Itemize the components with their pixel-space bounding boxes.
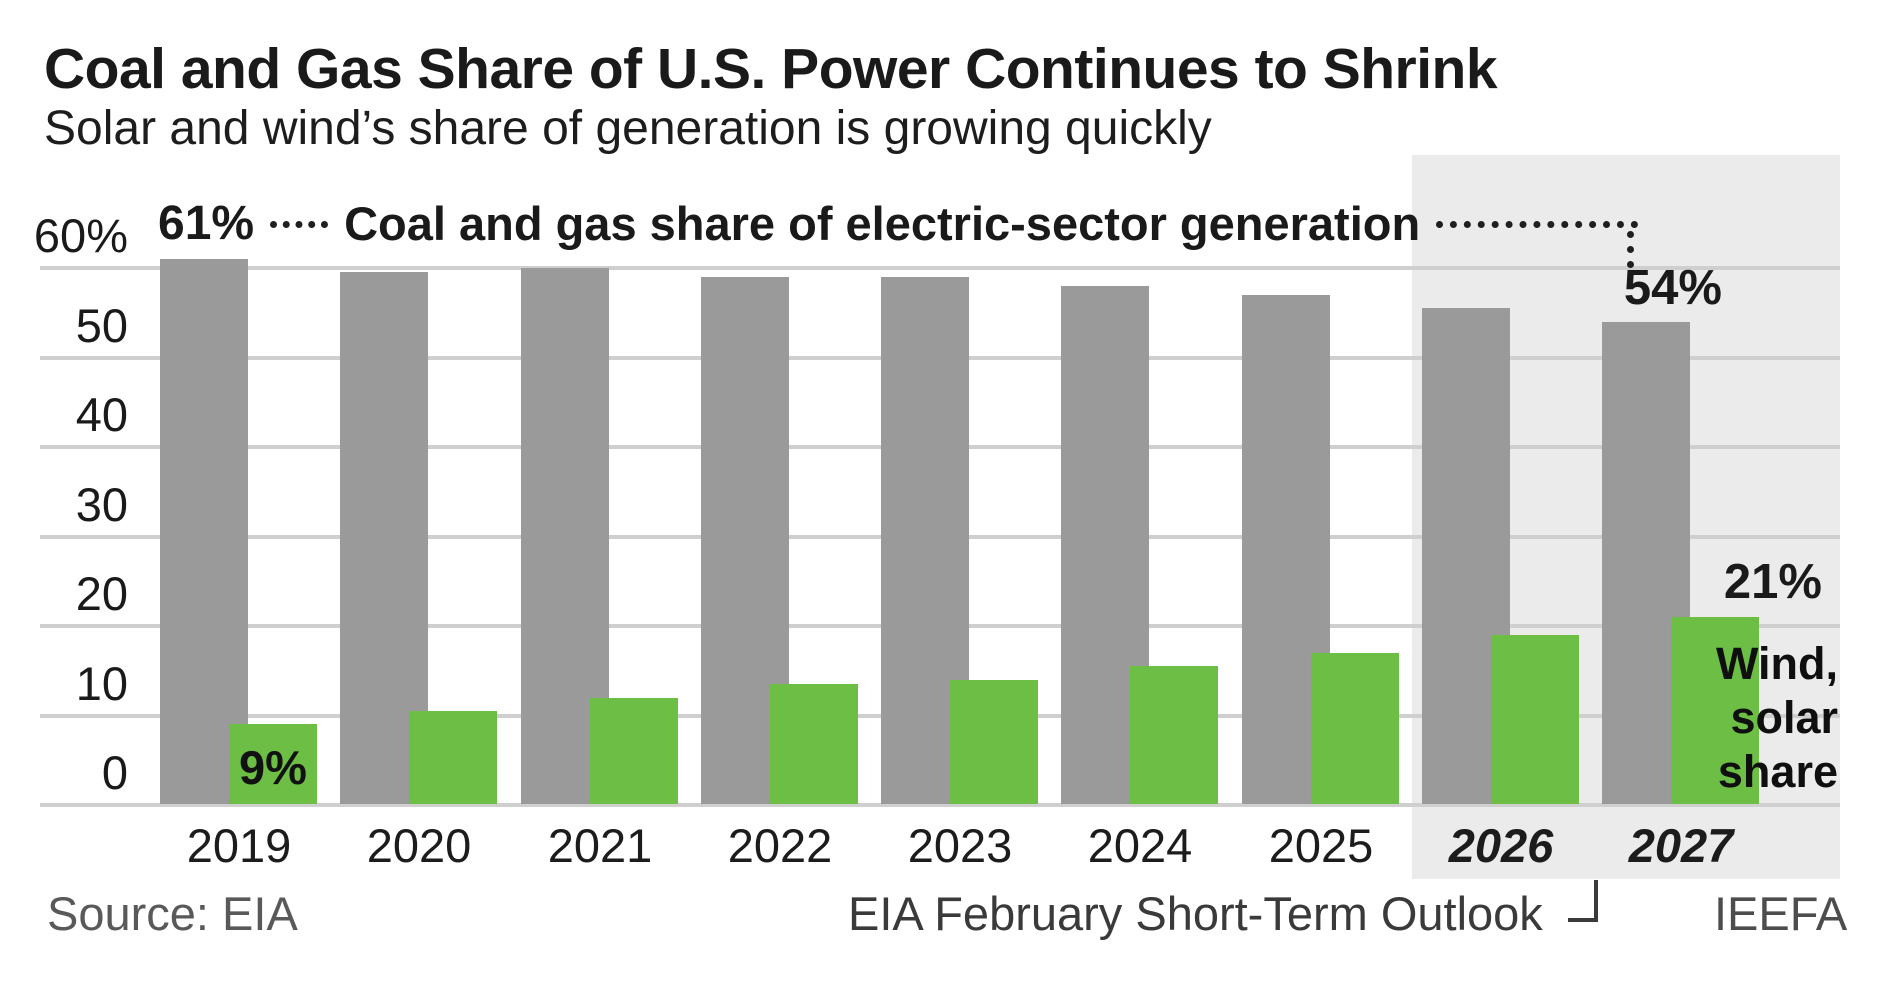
dotted-leader-icon (270, 220, 329, 228)
bar-coal-gas-2019 (160, 259, 248, 804)
wind-solar-series-label: Wind, solar share (1640, 637, 1838, 799)
bar-wind-solar-2019 (229, 724, 317, 804)
bar-wind-solar-2020 (409, 711, 497, 804)
year-label-2027: 2027 (1628, 819, 1734, 872)
gridline-0 (40, 803, 1840, 807)
year-label-2024: 2024 (1087, 819, 1193, 872)
series-annotation: 61% Coal and gas share of electric-secto… (158, 198, 1638, 250)
chart-subtitle: Solar and wind’s share of generation is … (44, 102, 1212, 155)
bar-wind-solar-2025 (1311, 653, 1399, 804)
wind-solar-start-value-label: 9% (239, 741, 307, 794)
dotted-leader-icon (1436, 220, 1638, 228)
y-axis-label-60: 60% (33, 209, 128, 262)
gridline-60 (40, 266, 1840, 270)
year-label-2025: 2025 (1268, 819, 1374, 872)
year-label-2021: 2021 (547, 819, 653, 872)
y-axis-label-10: 10 (75, 657, 128, 710)
year-label-2022: 2022 (727, 819, 833, 872)
wind-solar-end-value-label: 21% (1723, 555, 1822, 609)
bar-wind-solar-2027 (1671, 617, 1759, 804)
forecast-bracket-icon (1568, 880, 1598, 922)
dot-icon (1627, 231, 1634, 238)
y-axis-label-20: 20 (75, 567, 128, 620)
bar-wind-solar-2024 (1130, 666, 1218, 804)
wind-solar-series-label-line: Wind, (1715, 638, 1838, 689)
coal-gas-end-value-label: 54% (1623, 261, 1722, 315)
source-credit: Source: EIA (47, 887, 298, 940)
bar-wind-solar-2021 (590, 698, 678, 804)
y-axis-label-0: 0 (101, 746, 128, 799)
forecast-note: EIA February Short-Term Outlook (848, 887, 1543, 940)
year-label-2019: 2019 (186, 819, 292, 872)
bar-wind-solar-2023 (950, 680, 1038, 804)
year-label-2023: 2023 (907, 819, 1013, 872)
coal-gas-start-value-label: 61% (158, 197, 255, 250)
bar-wind-solar-2022 (770, 684, 858, 804)
year-label-2020: 2020 (366, 819, 472, 872)
year-label-2026: 2026 (1448, 819, 1554, 872)
y-axis-label-40: 40 (75, 388, 128, 441)
dotted-connector-icon (1627, 231, 1634, 268)
brand-credit: IEEFA (1714, 887, 1848, 940)
dot-icon (1627, 246, 1634, 253)
y-axis-label-30: 30 (75, 478, 128, 531)
chart-title: Coal and Gas Share of U.S. Power Continu… (44, 37, 1498, 101)
wind-solar-series-label-line: share (1717, 746, 1838, 797)
dot-icon (1627, 261, 1634, 268)
y-axis-label-50: 50 (75, 299, 128, 352)
coal-gas-series-label: Coal and gas share of electric-sector ge… (344, 197, 1421, 250)
wind-solar-series-label-line: solar (1730, 692, 1838, 743)
bar-wind-solar-2026 (1491, 635, 1579, 804)
